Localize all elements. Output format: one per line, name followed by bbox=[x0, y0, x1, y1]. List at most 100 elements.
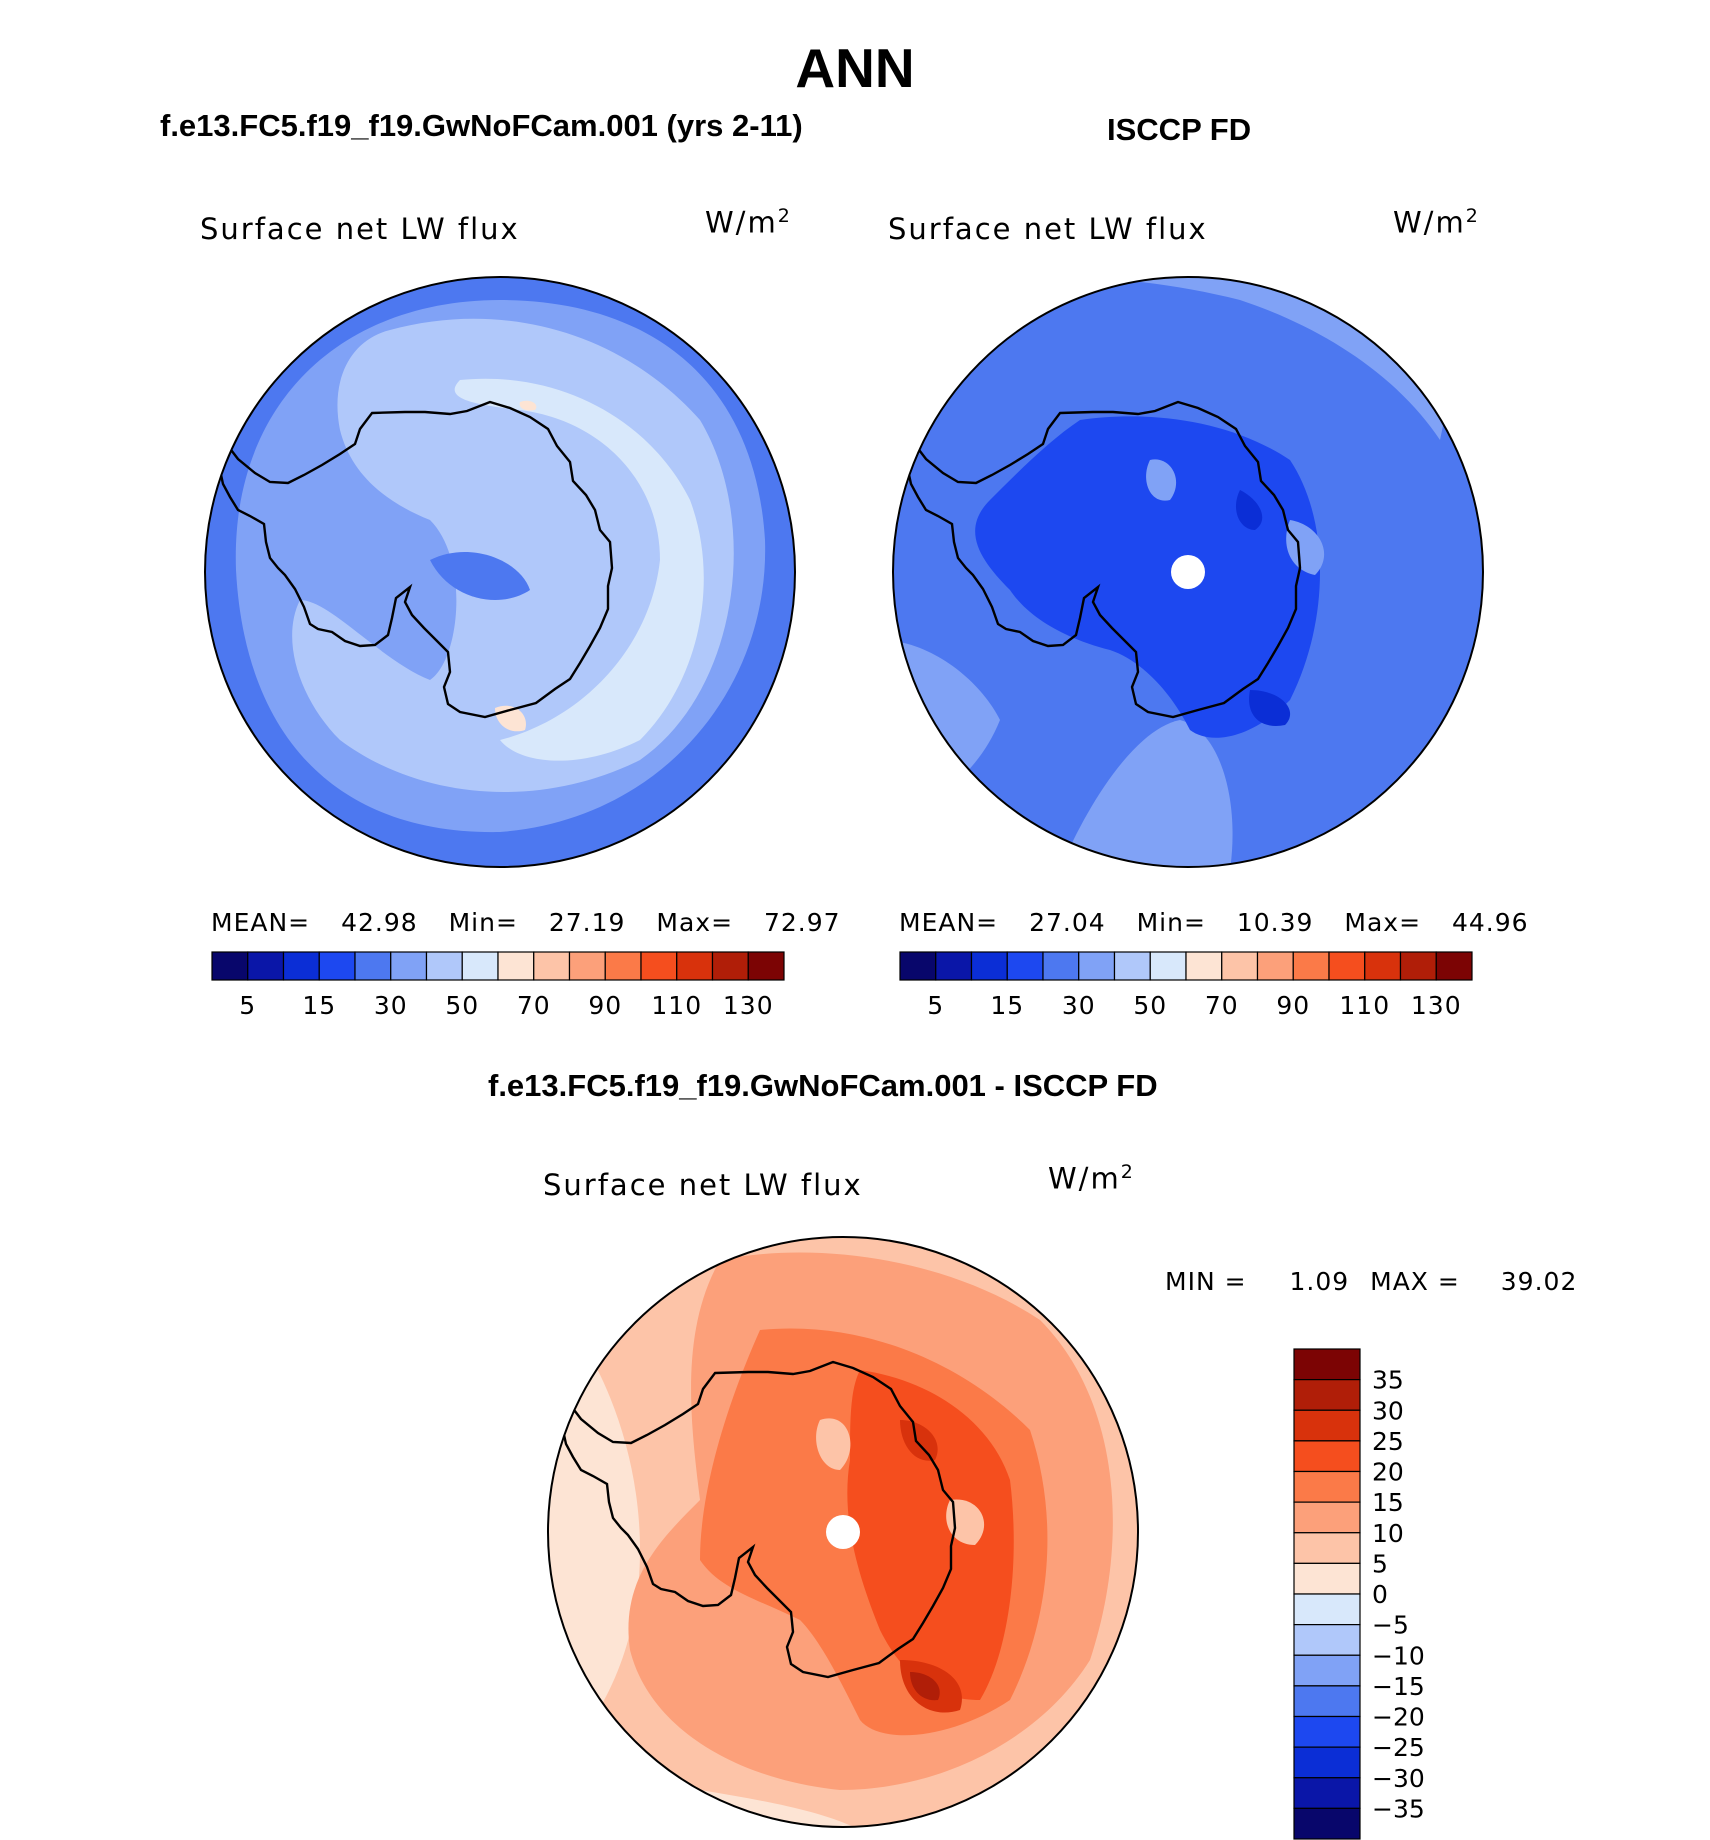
case-panel-label: Surface net LW flux bbox=[200, 212, 520, 246]
min-value: 27.19 bbox=[548, 908, 626, 937]
colorbar-tick-label: 25 bbox=[1372, 1427, 1404, 1456]
colorbar-box bbox=[1293, 1715, 1361, 1748]
colorbar-tick-label: 30 bbox=[374, 991, 408, 1020]
colorbar-box bbox=[1293, 1807, 1361, 1840]
colorbar-tick-label: 90 bbox=[588, 991, 622, 1020]
min-value: 10.39 bbox=[1236, 908, 1314, 937]
colorbar-box bbox=[747, 951, 785, 981]
units-text: W/m bbox=[705, 205, 778, 240]
colorbar-tick-label: 0 bbox=[1372, 1580, 1388, 1609]
colorbar-box bbox=[1293, 1348, 1361, 1381]
colorbar-box bbox=[1006, 951, 1044, 981]
colorbar-tick-label: −35 bbox=[1372, 1794, 1425, 1823]
obs-colorbar: 5 15 30 50 70 90 110 130 bbox=[899, 951, 1473, 1020]
colorbar-box bbox=[1293, 1685, 1361, 1718]
colorbar-tick-label: 35 bbox=[1372, 1366, 1404, 1395]
obs-panel-label: Surface net LW flux bbox=[888, 212, 1208, 246]
obs-panel-units: W/m2 bbox=[1393, 205, 1480, 240]
colorbar-tick-label: −15 bbox=[1372, 1672, 1425, 1701]
diff-max-patch bbox=[910, 1672, 940, 1701]
colorbar-box bbox=[497, 951, 535, 981]
diff-map bbox=[548, 1237, 1138, 1827]
colorbar-box bbox=[1293, 1746, 1361, 1779]
colorbar-box bbox=[1078, 951, 1116, 981]
obs-light-patch bbox=[1146, 459, 1177, 501]
colorbar-tick-label: 5 bbox=[239, 991, 256, 1020]
colorbar-tick-label: 110 bbox=[651, 991, 702, 1020]
colorbar-tick-label: −25 bbox=[1372, 1733, 1425, 1762]
obs-darker-patch bbox=[1249, 690, 1291, 726]
diff-panel-units: W/m2 bbox=[1048, 1161, 1135, 1196]
diff-stats: MIN = 1.09 MAX = 39.02 bbox=[1165, 1267, 1577, 1296]
obs-map-border bbox=[892, 276, 1484, 868]
colorbar-tick-label: 130 bbox=[723, 991, 774, 1020]
colorbar-box bbox=[935, 951, 973, 981]
colorbar-box bbox=[1185, 951, 1223, 981]
colorbar-tick-label: 90 bbox=[1276, 991, 1310, 1020]
case-panel-units: W/m2 bbox=[705, 205, 792, 240]
colorbar-box bbox=[1293, 1777, 1361, 1809]
colorbar-tick-label: −10 bbox=[1372, 1641, 1425, 1670]
diff-title: f.e13.FC5.f19_f19.GwNoFCam.001 - ISCCP F… bbox=[488, 1068, 1158, 1103]
case-warm-patch bbox=[519, 400, 537, 411]
colorbar-box bbox=[1293, 1624, 1361, 1656]
colorbar-box bbox=[354, 951, 392, 981]
colorbar-tick-label: 5 bbox=[927, 991, 944, 1020]
max-value: 39.02 bbox=[1500, 1267, 1578, 1296]
colorbar-tick-label: 15 bbox=[1372, 1488, 1404, 1517]
colorbar-box bbox=[1364, 951, 1402, 981]
colorbar-box bbox=[1293, 1379, 1361, 1411]
colorbar-box bbox=[211, 951, 249, 981]
max-value: 72.97 bbox=[764, 908, 841, 937]
mean-label: MEAN= bbox=[211, 908, 311, 937]
case-title: f.e13.FC5.f19_f19.GwNoFCam.001 (yrs 2-11… bbox=[160, 108, 803, 143]
colorbar-tick-label: −30 bbox=[1372, 1764, 1425, 1793]
colorbar-tick-label: 15 bbox=[990, 991, 1024, 1020]
case-coastal-ring bbox=[454, 378, 704, 761]
mean-label: MEAN= bbox=[899, 908, 999, 937]
units-sup: 2 bbox=[1465, 205, 1480, 227]
diff-light-patch bbox=[816, 1418, 851, 1470]
case-map bbox=[205, 277, 795, 867]
colorbar-box bbox=[282, 951, 320, 981]
colorbar-tick-label: 15 bbox=[302, 991, 336, 1020]
colorbar-tick-label: 110 bbox=[1339, 991, 1390, 1020]
colorbar-box bbox=[1293, 1654, 1361, 1687]
colorbar-box bbox=[318, 951, 356, 981]
colorbar-box bbox=[604, 951, 642, 981]
colorbar-box bbox=[1149, 951, 1187, 981]
obs-pole-hole bbox=[1171, 555, 1205, 589]
colorbar-box bbox=[1399, 951, 1437, 981]
mean-value: 42.98 bbox=[341, 908, 418, 937]
colorbar-box bbox=[1293, 1593, 1361, 1626]
colorbar-box bbox=[1328, 951, 1366, 981]
max-label: Max= bbox=[656, 908, 734, 937]
colorbar-tick-label: −20 bbox=[1372, 1703, 1425, 1732]
colorbar-tick-label: 30 bbox=[1062, 991, 1096, 1020]
units-text: W/m bbox=[1048, 1161, 1121, 1196]
colorbar-tick-label: 30 bbox=[1372, 1396, 1404, 1425]
min-label: Min= bbox=[1136, 908, 1206, 937]
colorbar-box bbox=[1293, 1470, 1361, 1503]
units-text: W/m bbox=[1393, 205, 1466, 240]
colorbar-box bbox=[640, 951, 678, 981]
colorbar-box bbox=[1256, 951, 1294, 981]
obs-darker-patch bbox=[1235, 490, 1263, 530]
colorbar-box bbox=[1293, 1532, 1361, 1564]
min-label: Min= bbox=[448, 908, 518, 937]
colorbar-box bbox=[1292, 951, 1330, 981]
obs-light-zone bbox=[1060, 720, 1233, 867]
colorbar-box bbox=[676, 951, 714, 981]
colorbar-box bbox=[533, 951, 571, 981]
colorbar-box bbox=[425, 951, 463, 981]
colorbar-tick-label: 50 bbox=[1133, 991, 1167, 1020]
diff-light-patch bbox=[946, 1499, 985, 1545]
obs-map bbox=[893, 277, 1483, 867]
units-sup: 2 bbox=[1120, 1161, 1135, 1183]
obs-stats: MEAN= 27.04 Min= 10.39 Max= 44.96 bbox=[899, 908, 1529, 937]
colorbar-box bbox=[711, 951, 749, 981]
max-value: 44.96 bbox=[1452, 908, 1529, 937]
diff-panel-label: Surface net LW flux bbox=[543, 1168, 863, 1202]
colorbar-box bbox=[1435, 951, 1473, 981]
